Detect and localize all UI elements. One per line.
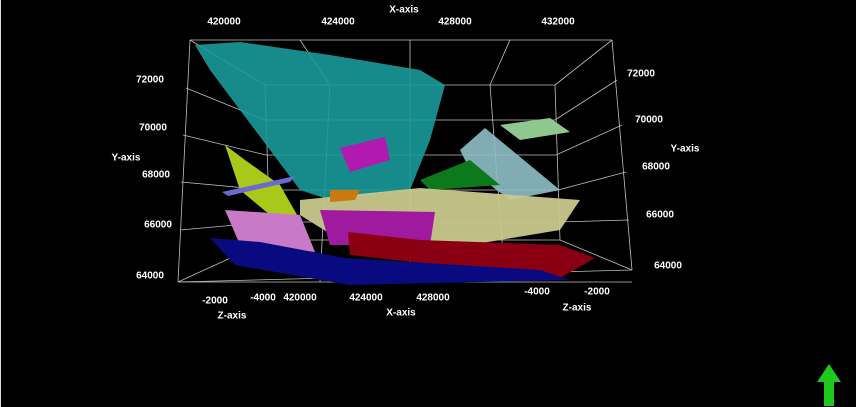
tick-label: 72000 <box>627 69 655 80</box>
tick-label: 420000 <box>283 293 317 304</box>
axis-title: Z-axis <box>218 311 247 322</box>
tick-label: 64000 <box>136 271 164 282</box>
tick-label: 64000 <box>654 261 682 272</box>
north-arrow <box>817 364 841 406</box>
tick-label: 68000 <box>142 170 170 181</box>
tick-label: -2000 <box>584 287 610 298</box>
axis-title: X-axis <box>386 308 416 319</box>
tick-label: 420000 <box>207 17 241 28</box>
tick-labels: X-axis 420000 424000 428000 432000 Y-axi… <box>112 5 700 322</box>
tick-label: 68000 <box>642 162 670 173</box>
tick-label: 424000 <box>349 293 383 304</box>
tick-label: 66000 <box>144 220 172 231</box>
tick-label: 424000 <box>321 17 355 28</box>
tick-label: -2000 <box>202 296 228 307</box>
tick-label: -4000 <box>250 293 276 304</box>
tick-label: 432000 <box>541 17 575 28</box>
tick-label: -4000 <box>524 287 550 298</box>
tick-label: 428000 <box>438 17 472 28</box>
tick-label: 70000 <box>635 115 663 126</box>
tick-label: 66000 <box>646 210 674 221</box>
axis-title: Z-axis <box>563 303 592 314</box>
tick-label: 72000 <box>136 75 164 86</box>
tick-label: 70000 <box>139 123 167 134</box>
axis-title: Y-axis <box>112 153 141 164</box>
surfaces <box>195 42 595 285</box>
axis-title: Y-axis <box>671 144 700 155</box>
tick-label: 428000 <box>416 293 450 304</box>
axis-title: X-axis <box>389 5 419 16</box>
